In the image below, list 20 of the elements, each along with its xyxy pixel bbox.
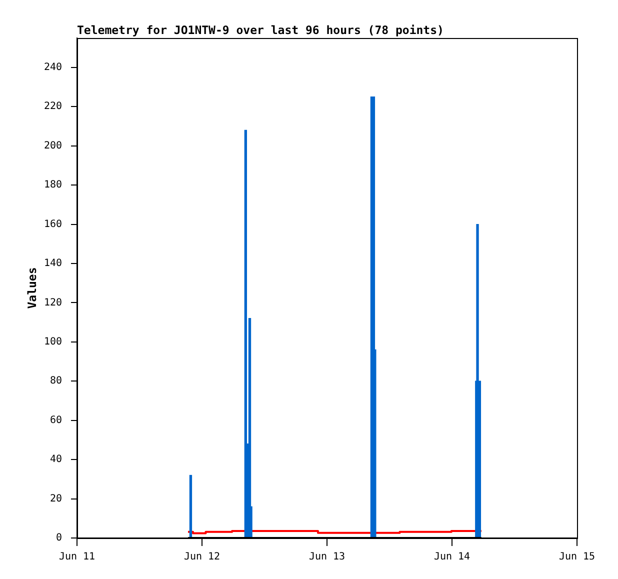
y-axis-title: Values <box>24 267 39 309</box>
x-tick-label: Jun 13 <box>308 552 346 563</box>
y-tick-label: 20 <box>50 493 62 504</box>
y-tick-label: 200 <box>44 140 62 152</box>
y-tick-label: 220 <box>44 101 62 112</box>
y-tick-label: 60 <box>50 414 62 426</box>
y-tick-label: 180 <box>44 180 62 191</box>
y-tick-label: 240 <box>44 62 62 74</box>
y-tick-label: 100 <box>44 336 62 348</box>
y-tick-label: 80 <box>50 376 62 387</box>
x-tick-label: Jun 11 <box>58 552 96 563</box>
chart-title: Telemetry for JO1NTW-9 over last 96 hours (78 points) <box>77 23 444 37</box>
x-tick-label: Jun 12 <box>184 552 220 563</box>
y-tick-label: 120 <box>44 297 62 308</box>
x-tick-label: Jun 15 <box>558 552 596 563</box>
x-tick-label: Jun 14 <box>434 552 470 563</box>
y-tick-label: 140 <box>44 258 62 270</box>
y-tick-label: 160 <box>44 218 62 230</box>
y-tick-label: 0 <box>56 532 62 544</box>
y-tick-label: 40 <box>50 454 62 466</box>
